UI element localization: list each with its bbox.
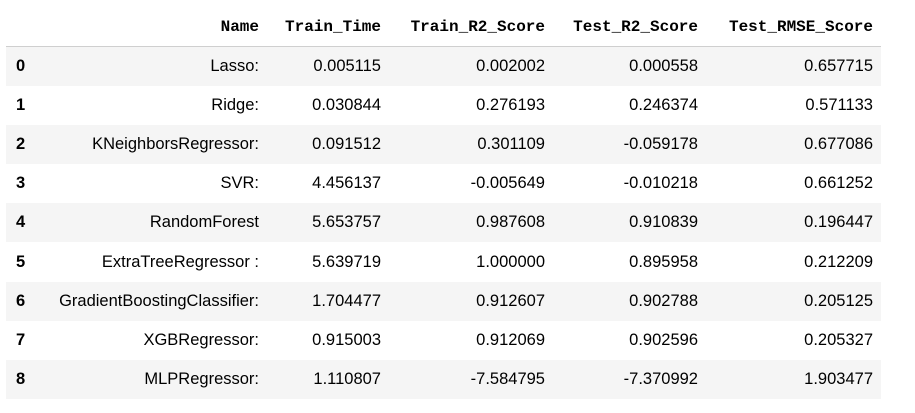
cell-train-time: 0.915003	[312, 330, 381, 349]
cell-test-rmse-score: 0.205125	[804, 291, 873, 310]
cell-name: Lasso:	[210, 56, 259, 75]
cell-test-rmse-score: 0.677086	[804, 134, 873, 153]
table-row: 7 XGBRegressor: 0.915003 0.912069 0.9025…	[6, 320, 881, 360]
column-header-test-r2-score: Test_R2_Score	[553, 8, 706, 47]
cell-test-rmse-score: 0.661252	[804, 174, 873, 193]
row-index: 5	[16, 252, 26, 271]
cell-test-rmse-score: 0.571133	[805, 95, 873, 114]
cell-train-r2-score: 1.000000	[476, 252, 545, 271]
row-index: 2	[16, 134, 26, 153]
cell-name: MLPRegressor:	[144, 370, 259, 389]
cell-train-time: 0.030844	[312, 95, 381, 114]
cell-test-rmse-score: 0.205327	[804, 330, 873, 349]
cell-train-r2-score: 0.987608	[476, 213, 545, 232]
cell-test-rmse-score: 0.212209	[804, 252, 873, 271]
cell-test-r2-score: 0.902596	[629, 330, 698, 349]
row-index: 3	[16, 174, 26, 193]
cell-train-time: 0.005115	[313, 56, 381, 75]
table-row: 5 ExtraTreeRegressor : 5.639719 1.000000…	[6, 242, 881, 282]
cell-train-time: 4.456137	[312, 174, 381, 193]
table-row: 1 Ridge: 0.030844 0.276193 0.246374 0.57…	[6, 85, 881, 125]
column-header-name: Name	[38, 8, 267, 47]
table-row: 3 SVR: 4.456137 -0.005649 -0.010218 0.66…	[6, 164, 881, 204]
table-header: Name Train_Time Train_R2_Score Test_R2_S…	[6, 8, 881, 47]
row-index: 0	[16, 56, 26, 75]
table-row: 0 Lasso: 0.005115 0.002002 0.000558 0.65…	[6, 46, 881, 86]
cell-train-r2-score: 0.912069	[476, 330, 545, 349]
cell-test-r2-score: 0.246374	[629, 95, 698, 114]
cell-train-r2-score: 0.301109	[477, 134, 545, 153]
cell-train-time: 1.110807	[313, 370, 381, 389]
cell-name: GradientBoostingClassifier:	[59, 291, 259, 310]
table-row: 2 KNeighborsRegressor: 0.091512 0.301109…	[6, 124, 881, 165]
cell-test-rmse-score: 1.903477	[804, 370, 873, 389]
cell-test-r2-score: 0.000558	[629, 56, 698, 75]
cell-name: ExtraTreeRegressor :	[101, 252, 259, 271]
cell-train-r2-score: -0.005649	[470, 174, 545, 193]
cell-test-r2-score: 0.895958	[629, 252, 698, 271]
cell-name: SVR:	[220, 174, 259, 193]
row-index: 8	[16, 370, 26, 389]
table-row: 6 GradientBoostingClassifier: 1.704477 0…	[6, 281, 881, 321]
index-header	[6, 8, 38, 47]
column-header-test-rmse-score: Test_RMSE_Score	[706, 8, 881, 47]
cell-name: Ridge:	[211, 95, 259, 114]
row-index: 4	[16, 213, 26, 232]
cell-train-r2-score: -7.584795	[470, 370, 545, 389]
cell-test-r2-score: -7.370992	[623, 370, 698, 389]
column-header-train-r2-score: Train_R2_Score	[389, 8, 553, 47]
row-index: 7	[16, 330, 26, 349]
cell-train-r2-score: 0.276193	[476, 95, 545, 114]
table-body: 0 Lasso: 0.005115 0.002002 0.000558 0.65…	[6, 46, 881, 400]
results-table: Name Train_Time Train_R2_Score Test_R2_S…	[6, 8, 881, 400]
cell-name: RandomForest	[149, 213, 259, 232]
column-header-train-time: Train_Time	[267, 8, 389, 47]
cell-test-r2-score: 0.902788	[629, 291, 698, 310]
cell-train-time: 5.653757	[312, 213, 381, 232]
cell-test-r2-score: 0.910839	[629, 213, 698, 232]
cell-name: KNeighborsRegressor:	[92, 134, 259, 153]
row-index: 6	[16, 291, 26, 310]
cell-train-r2-score: 0.912607	[476, 291, 545, 310]
cell-test-rmse-score: 0.657715	[804, 56, 873, 75]
cell-test-rmse-score: 0.196447	[804, 213, 873, 232]
cell-train-r2-score: 0.002002	[476, 56, 545, 75]
cell-test-r2-score: -0.010218	[623, 174, 698, 193]
header-row: Name Train_Time Train_R2_Score Test_R2_S…	[6, 8, 881, 47]
cell-train-time: 5.639719	[312, 252, 381, 271]
cell-train-time: 0.091512	[312, 134, 381, 153]
dataframe-output: Name Train_Time Train_R2_Score Test_R2_S…	[6, 8, 881, 400]
cell-name: XGBRegressor:	[143, 330, 259, 349]
row-index: 1	[16, 95, 26, 114]
cell-train-time: 1.704477	[312, 291, 381, 310]
table-row: 8 MLPRegressor: 1.110807 -7.584795 -7.37…	[6, 360, 881, 400]
table-row: 4 RandomForest 5.653757 0.987608 0.91083…	[6, 203, 881, 243]
cell-test-r2-score: -0.059178	[623, 134, 698, 153]
